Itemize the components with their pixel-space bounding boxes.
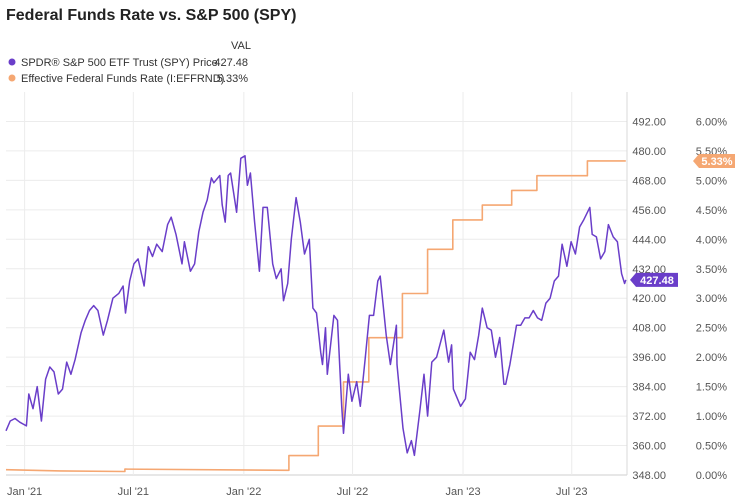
y-left-tick-label: 492.00 xyxy=(632,116,666,128)
y-left-tick-label: 408.00 xyxy=(632,323,666,335)
y-left-tick-label: 468.00 xyxy=(632,175,666,187)
legend: VAL SPDR® S&P 500 ETF Trust (SPY) Price … xyxy=(8,40,251,85)
y-right-tick-label: 4.50% xyxy=(696,205,727,217)
legend-value-effr: 5.33% xyxy=(217,73,248,85)
y-right-tick-label: 3.00% xyxy=(696,293,727,305)
end-value-badges: 427.48 5.33% xyxy=(630,153,735,287)
x-tick-label: Jan '23 xyxy=(445,486,480,498)
legend-header: VAL xyxy=(231,40,251,52)
y-left-tick-label: 480.00 xyxy=(632,146,666,158)
y-right-tick-label: 1.50% xyxy=(696,382,727,394)
grid xyxy=(6,92,628,476)
effr-end-badge-label: 5.33% xyxy=(701,156,732,168)
y-right-tick-label: 0.50% xyxy=(696,441,727,453)
y-right-tick-label: 5.00% xyxy=(696,175,727,187)
y-left-tick-label: 420.00 xyxy=(632,293,666,305)
y-left-tick-label: 348.00 xyxy=(632,470,666,482)
spy-end-badge-label: 427.48 xyxy=(640,275,674,287)
effr-end-badge: 5.33% xyxy=(693,153,735,168)
y-left-tick-label: 456.00 xyxy=(632,205,666,217)
axes: 348.00 360.00 372.00 384.00 396.00 408.00 420.… xyxy=(7,116,727,498)
y-left-tick-label: 396.00 xyxy=(632,352,666,364)
x-tick-label: Jan '21 xyxy=(7,486,42,498)
legend-marker-spy xyxy=(8,58,16,66)
y-right-tick-label: 2.00% xyxy=(696,352,727,364)
y-left-tick-label: 432.00 xyxy=(632,264,666,276)
y-right-tick-label: 3.50% xyxy=(696,264,727,276)
y-left-tick-label: 444.00 xyxy=(632,234,666,246)
x-tick-label: Jan '22 xyxy=(226,486,261,498)
y-left-tick-label: 372.00 xyxy=(632,411,666,423)
y-right-tick-label: 0.00% xyxy=(696,470,727,482)
x-tick-label: Jul '21 xyxy=(118,486,149,498)
effr-end-badge-shape xyxy=(693,153,735,168)
y-right-tick-label: 4.00% xyxy=(696,234,727,246)
legend-label-spy: SPDR® S&P 500 ETF Trust (SPY) Price xyxy=(21,57,218,69)
x-tick-label: Jul '23 xyxy=(556,486,587,498)
spy-line xyxy=(5,155,627,457)
y-left-tick-label: 360.00 xyxy=(632,441,666,453)
y-right-tick-label: 2.50% xyxy=(696,323,727,335)
y-right-tick-label: 6.00% xyxy=(696,116,727,128)
y-left-tick-label: 384.00 xyxy=(632,382,666,394)
y-right-tick-label: 1.00% xyxy=(696,411,727,423)
x-tick-label: Jul '22 xyxy=(337,486,368,498)
chart-title: Federal Funds Rate vs. S&P 500 (SPY) xyxy=(6,7,296,24)
effr-line xyxy=(5,160,626,473)
spy-end-badge: 427.48 xyxy=(630,272,678,287)
series-layer xyxy=(5,155,627,473)
legend-marker-effr xyxy=(8,74,16,82)
legend-value-spy: 427.48 xyxy=(214,57,248,69)
legend-label-effr: Effective Federal Funds Rate (I:EFFRND) xyxy=(21,73,224,85)
spy-end-badge-shape xyxy=(630,272,678,287)
